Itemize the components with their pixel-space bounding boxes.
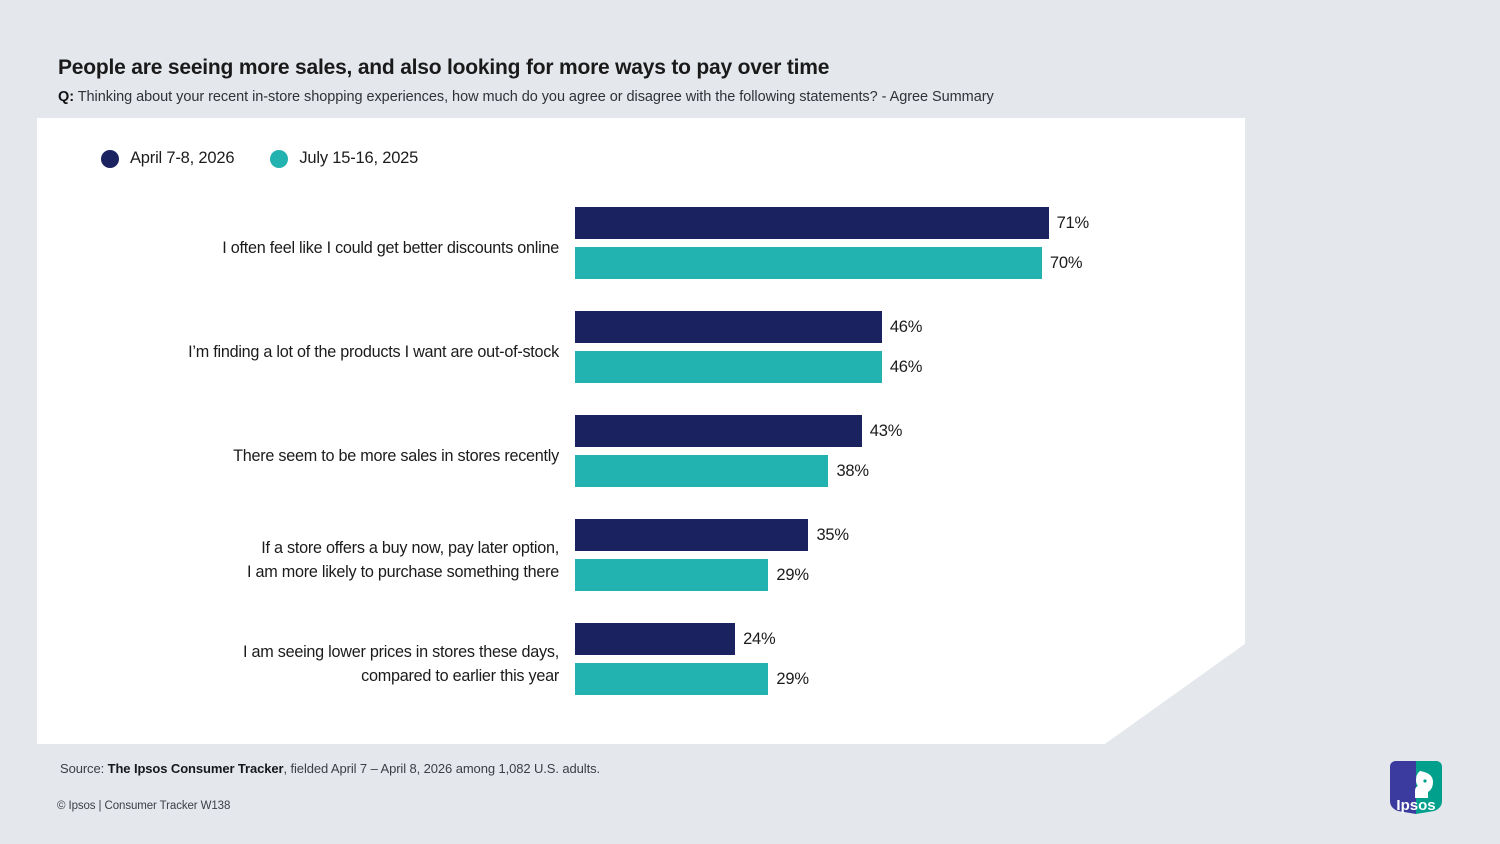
source-note: Source: The Ipsos Consumer Tracker, fiel…	[60, 761, 600, 776]
legend-label: July 15-16, 2025	[299, 149, 419, 167]
bar-july-2025[interactable]	[575, 455, 829, 487]
bar-value-label: 70%	[1049, 253, 1083, 272]
source-prefix: Source:	[60, 761, 108, 776]
legend-label: April 7-8, 2026	[130, 149, 235, 167]
chart-header: People are seeing more sales, and also l…	[58, 56, 1258, 105]
legend-dot-navy-icon	[101, 149, 119, 168]
bar-pair: 71% 70%	[575, 196, 1245, 300]
bar-row: 71%	[575, 207, 1089, 239]
bar-row: 29%	[575, 559, 809, 591]
bar-row: 70%	[575, 247, 1083, 279]
legend-item-april-2026[interactable]: April 7-8, 2026	[101, 149, 235, 168]
page-title: People are seeing more sales, and also l…	[58, 56, 830, 79]
bar-value-label: 24%	[743, 629, 776, 648]
question-text: Thinking about your recent in-store shop…	[74, 89, 994, 105]
legend-item-july-2025[interactable]: July 15-16, 2025	[270, 149, 418, 168]
bar-july-2025[interactable]	[575, 247, 1042, 279]
bar-group: There seem to be more sales in stores re…	[37, 404, 1245, 508]
legend-dot-teal-icon	[270, 149, 289, 168]
bar-group: I’m finding a lot of the products I want…	[37, 300, 1245, 404]
bar-april-2026[interactable]	[575, 311, 882, 343]
bar-row: 38%	[575, 455, 869, 487]
bar-july-2025[interactable]	[575, 663, 769, 695]
source-rest: , fielded April 7 – April 8, 2026 among …	[283, 761, 600, 776]
copyright-note: © Ipsos | Consumer Tracker W138	[57, 800, 231, 812]
category-label: I often feel like I could get better dis…	[222, 239, 559, 257]
bar-row: 29%	[575, 663, 809, 695]
category-label: If a store offers a buy now, pay later o…	[247, 539, 559, 581]
bar-value-label: 46%	[889, 317, 923, 336]
category-label: I am seeing lower prices in stores these…	[243, 643, 559, 685]
ipsos-wordmark: Ipsos	[1396, 797, 1435, 814]
bar-row: 43%	[575, 415, 902, 447]
bar-value-label: 71%	[1056, 213, 1090, 232]
bar-april-2026[interactable]	[575, 415, 862, 447]
bar-value-label: 43%	[869, 421, 903, 440]
source-strong: The Ipsos Consumer Tracker	[107, 761, 284, 776]
bar-row: 35%	[575, 519, 849, 551]
bar-pair: 46% 46%	[575, 300, 1245, 404]
ipsos-logo: Ipsos	[1386, 758, 1446, 816]
bar-july-2025[interactable]	[575, 351, 882, 383]
chart-legend: April 7-8, 2026 July 15-16, 2025	[101, 149, 418, 168]
bar-value-label: 46%	[889, 357, 923, 376]
bar-group: I often feel like I could get better dis…	[37, 196, 1245, 300]
bar-pair: 35% 29%	[575, 508, 1245, 612]
bar-group: If a store offers a buy now, pay later o…	[37, 508, 1245, 612]
bar-row: 24%	[575, 623, 776, 655]
bar-value-label: 35%	[816, 525, 849, 544]
question-prefix: Q:	[58, 89, 75, 105]
bar-july-2025[interactable]	[575, 559, 769, 591]
bar-pair: 43% 38%	[575, 404, 1245, 508]
bar-row: 46%	[575, 351, 922, 383]
bar-chart-plot: I often feel like I could get better dis…	[37, 196, 1245, 716]
bar-april-2026[interactable]	[575, 207, 1049, 239]
chart-card: April 7-8, 2026 July 15-16, 2025 I often…	[37, 118, 1245, 744]
bar-pair: 24% 29%	[575, 612, 1245, 716]
bar-value-label: 29%	[776, 565, 809, 584]
chart-question: Q: Thinking about your recent in-store s…	[58, 89, 1258, 105]
category-label: I’m finding a lot of the products I want…	[188, 343, 559, 361]
bar-row: 46%	[575, 311, 922, 343]
bar-value-label: 38%	[836, 461, 869, 480]
bar-april-2026[interactable]	[575, 519, 809, 551]
bar-april-2026[interactable]	[575, 623, 736, 655]
ipsos-logo-icon: Ipsos	[1390, 761, 1442, 814]
category-label: There seem to be more sales in stores re…	[233, 447, 559, 465]
bar-value-label: 29%	[776, 669, 809, 688]
bar-group: I am seeing lower prices in stores these…	[37, 612, 1245, 716]
